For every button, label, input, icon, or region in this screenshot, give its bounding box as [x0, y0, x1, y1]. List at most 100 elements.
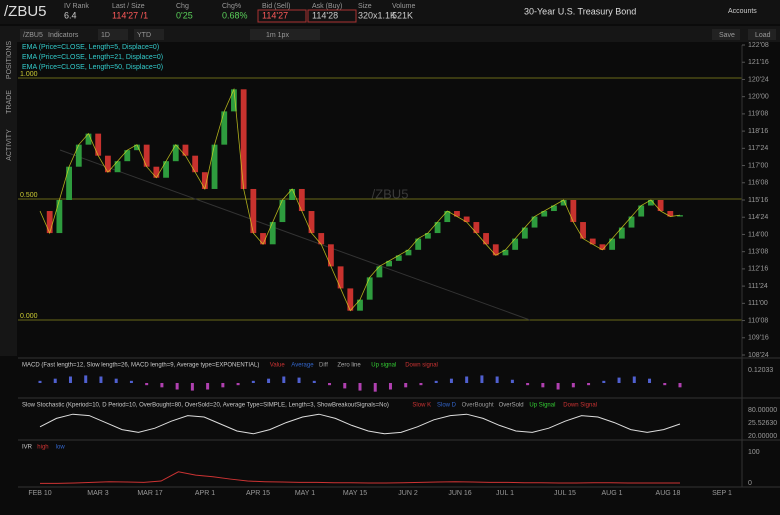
study-legend: Down Signal: [563, 403, 597, 409]
x-tick-label: AUG 1: [601, 490, 622, 497]
field-value: 0'25: [176, 10, 193, 20]
axis-value: 100: [748, 449, 760, 456]
candle: [424, 233, 431, 239]
x-tick-label: JUL 1: [496, 490, 514, 497]
study-line: [39, 413, 681, 435]
study-title: IVR: [22, 445, 33, 451]
candle: [269, 222, 276, 245]
y-tick-label: 115'16: [748, 197, 768, 204]
x-tick-label: JUL 15: [554, 490, 576, 497]
candle: [279, 200, 286, 223]
axis-value: 0: [748, 480, 752, 487]
symbol-box[interactable]: [20, 29, 60, 40]
study-title: MACD (Fast length=12, Slow length=26, MA…: [22, 363, 259, 369]
candle: [366, 277, 373, 300]
field-value: 114'28: [312, 10, 338, 20]
field-label: Volume: [392, 3, 415, 10]
study-label: EMA (Price=CLOSE, Length=50, Displace=0): [22, 64, 163, 71]
field-label: Ask (Buy): [312, 3, 342, 10]
study-line: [40, 471, 680, 484]
fib-label: 0.000: [20, 313, 38, 320]
field-value: 320x1.1K: [358, 10, 396, 20]
candle: [153, 166, 160, 178]
candle: [609, 238, 616, 250]
candle: [618, 227, 625, 239]
y-tick-label: 108'24: [748, 352, 769, 359]
candle: [521, 227, 528, 239]
candle: [221, 111, 228, 145]
save-button[interactable]: [712, 29, 740, 40]
candle: [677, 215, 683, 217]
candle: [104, 155, 111, 173]
range-box[interactable]: [134, 29, 164, 40]
study-legend: Up signal: [371, 363, 396, 369]
x-tick-label: MAR 3: [87, 490, 109, 497]
candle: [444, 211, 451, 223]
candle: [541, 211, 548, 217]
field-label: Last / Size: [112, 3, 145, 10]
x-tick-label: JUN 16: [448, 490, 471, 497]
close-line: [39, 87, 681, 312]
y-tick-label: 111'00: [748, 300, 768, 307]
y-tick-label: 110'08: [748, 317, 768, 324]
quote-box[interactable]: [307, 9, 357, 23]
study-legend: Diff: [319, 363, 328, 369]
candle: [347, 288, 354, 311]
axis-value: 80.00000: [748, 407, 777, 414]
symbol[interactable]: /ZBU5: [4, 3, 47, 20]
candle: [124, 150, 131, 162]
candle: [172, 144, 179, 162]
study-legend: OverBought: [462, 403, 494, 409]
field-value: 521K: [392, 10, 413, 20]
fib-label: 0.500: [20, 192, 38, 199]
drawing: 1m 1px: [266, 32, 289, 39]
axis-value: 0.12033: [748, 367, 773, 374]
sidebar-tab[interactable]: TRADE: [6, 90, 13, 114]
sidebar-tab[interactable]: ACTIVITY: [6, 129, 13, 161]
candle: [599, 244, 606, 250]
candle: [589, 238, 596, 245]
fib-label: 1.000: [20, 71, 38, 78]
candle: [231, 89, 237, 112]
y-tick-label: 117'24: [748, 145, 768, 152]
y-tick-label: 119'08: [748, 111, 768, 118]
x-tick-label: MAR 17: [137, 490, 162, 497]
field-label: Bid (Sell): [262, 3, 290, 10]
candle: [182, 144, 189, 156]
y-tick-label: 114'00: [748, 231, 768, 238]
study-legend: Slow K: [412, 403, 431, 409]
candle: [192, 155, 199, 173]
candle: [492, 244, 499, 256]
field-value: 114'27 /1: [112, 10, 148, 20]
study-legend: Slow D: [437, 403, 457, 409]
y-tick-label: 121'16: [748, 59, 769, 66]
candle: [405, 249, 412, 256]
load: Load: [755, 32, 771, 39]
field-label: Size: [358, 3, 372, 10]
top-bar: [0, 0, 780, 24]
candle: [240, 89, 247, 189]
candle: [308, 211, 315, 234]
field-value: 0.68%: [222, 10, 248, 20]
indicators[interactable]: Indicators: [48, 32, 79, 39]
load-button[interactable]: [748, 29, 776, 40]
y-tick-label: 114'24: [748, 214, 768, 221]
candle: [143, 144, 150, 167]
study-legend: high: [37, 445, 48, 451]
study-label: EMA (Price=CLOSE, Length=21, Displace=0): [22, 54, 163, 61]
toolbar: [0, 26, 780, 42]
x-tick-label: MAY 1: [295, 490, 315, 497]
accounts[interactable]: Accounts: [728, 8, 757, 15]
study-legend: Down signal: [405, 363, 438, 369]
interval-box[interactable]: [98, 29, 128, 40]
candle: [463, 216, 470, 223]
candle: [66, 166, 72, 200]
candle: [95, 133, 102, 156]
candle: [531, 216, 538, 228]
axis-value: 20.00000: [748, 433, 777, 440]
sidebar-tab[interactable]: POSITIONS: [6, 41, 13, 79]
drawing-box[interactable]: [250, 29, 320, 40]
quote-box[interactable]: [257, 9, 307, 23]
